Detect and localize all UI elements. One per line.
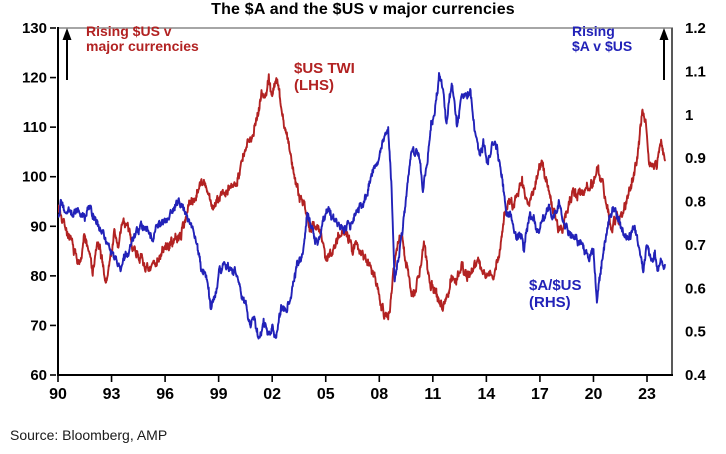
right-axis-tick-label: 0.4 [685,367,707,384]
x-axis: 90 93 96 99 02 05 08 11 14 17 20 23 [49,375,656,403]
annotation-rising-us-line1: Rising $US v [86,23,172,39]
right-axis-tick-label: 0.8 [685,194,706,211]
annotation-rising-aud-line2: $A v $US [572,38,633,54]
left-axis-tick-label: 90 [30,218,47,235]
x-axis-tick-label: 02 [263,386,281,403]
x-axis-tick-label: 96 [156,386,174,403]
right-axis-tick-label: 0.9 [685,150,706,167]
up-arrow-left-icon [62,28,72,80]
left-axis-tick-label: 130 [22,20,47,37]
right-axis-tick-label: 0.7 [685,237,706,254]
aud-usd-line [58,71,666,340]
left-axis-tick-label: 70 [30,317,47,334]
x-axis-tick-label: 05 [317,386,335,403]
annotation-rising-aud-line1: Rising [572,23,615,39]
left-axis-tick-label: 120 [22,70,47,87]
source-note: Source: Bloomberg, AMP [10,427,168,443]
series-label-us-twi-line2: (LHS) [294,77,334,94]
annotation-rising-aud: Rising $A v $US [572,24,632,54]
right-axis-tick-label: 0.6 [685,280,706,297]
series-label-aud-line1: $A/$US [529,277,582,294]
series-label-aud-line2: (RHS) [529,294,571,311]
left-axis-tick-label: 110 [23,119,47,136]
us-twi-line [58,73,666,321]
series-label-aud: $A/$US (RHS) [529,277,582,311]
x-axis-tick-label: 99 [210,386,228,403]
x-axis-tick-label: 14 [477,386,495,403]
x-axis-tick-label: 20 [585,386,603,403]
series-label-us-twi-line1: $US TWI [294,60,355,77]
annotation-rising-us: Rising $US v major currencies [86,24,199,54]
left-axis: 60 70 80 90 100 110 120 130 [22,20,56,384]
annotation-rising-us-line2: major currencies [86,38,199,54]
left-axis-tick-label: 60 [30,367,47,384]
up-arrow-right-icon [659,28,669,80]
right-axis-tick-label: 0.5 [685,324,706,341]
plot-borders [57,27,673,376]
x-axis-tick-label: 23 [638,386,656,403]
x-axis-tick-label: 93 [103,386,121,403]
x-axis-tick-label: 90 [49,386,67,403]
series-label-us-twi: $US TWI (LHS) [294,60,355,94]
x-axis-tick-label: 08 [370,386,388,403]
x-axis-tick-label: 11 [424,386,441,403]
left-axis-tick-label: 100 [22,169,47,186]
chart-title: The $A and the $US v major currencies [211,1,515,18]
right-axis-tick-label: 1.2 [685,20,706,37]
right-axis-tick-label: 1.1 [685,63,706,80]
right-axis: 0.4 0.5 0.6 0.7 0.8 0.9 1 1.1 1.2 [685,20,707,384]
x-axis-tick-label: 17 [531,386,549,403]
right-axis-tick-label: 1 [685,107,693,124]
left-axis-tick-label: 80 [30,268,47,285]
